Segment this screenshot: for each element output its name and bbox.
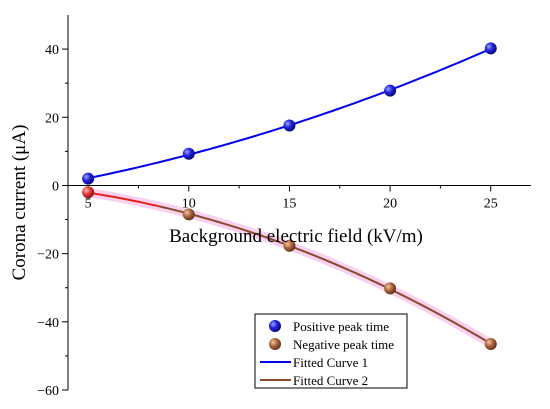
positive-peak-point [182, 147, 195, 160]
x-tick-label: 5 [85, 196, 92, 211]
fitted-curve-2-line-start [87, 191, 159, 208]
legend-positive-marker [269, 320, 281, 332]
negative-peak-point [484, 337, 497, 350]
legend-label: Fitted Curve 2 [293, 373, 368, 388]
y-tick-label: −40 [37, 316, 59, 331]
negative-peak-point [182, 208, 195, 221]
fitted-curve-1-line [87, 47, 492, 180]
legend-negative-marker [269, 338, 281, 350]
x-axis-title: Background electric field (kV/m) [169, 226, 423, 247]
negative-peak-point [384, 282, 397, 295]
positive-peak-point [283, 119, 296, 132]
y-axis-title: Corona current (μA) [9, 125, 30, 281]
negative-peak-point [283, 239, 296, 252]
legend-label: Positive peak time [293, 319, 389, 334]
positive-peak-point [82, 172, 95, 185]
positive-peak-point [484, 42, 497, 55]
legend-label: Fitted Curve 1 [293, 355, 368, 370]
x-tick-label: 20 [383, 196, 397, 211]
y-tick-label: 40 [45, 43, 59, 58]
negative-peak-point [82, 186, 95, 199]
y-tick-label: 0 [52, 179, 59, 194]
x-tick-label: 10 [182, 196, 196, 211]
legend-label: Negative peak time [293, 337, 394, 352]
x-tick-label: 15 [282, 196, 296, 211]
fitted-curve-2-line [158, 205, 492, 345]
y-tick-label: −20 [37, 248, 59, 263]
y-tick-label: −60 [37, 384, 59, 399]
positive-peak-point [384, 84, 397, 97]
y-tick-label: 20 [45, 111, 59, 126]
x-tick-label: 25 [484, 196, 498, 211]
